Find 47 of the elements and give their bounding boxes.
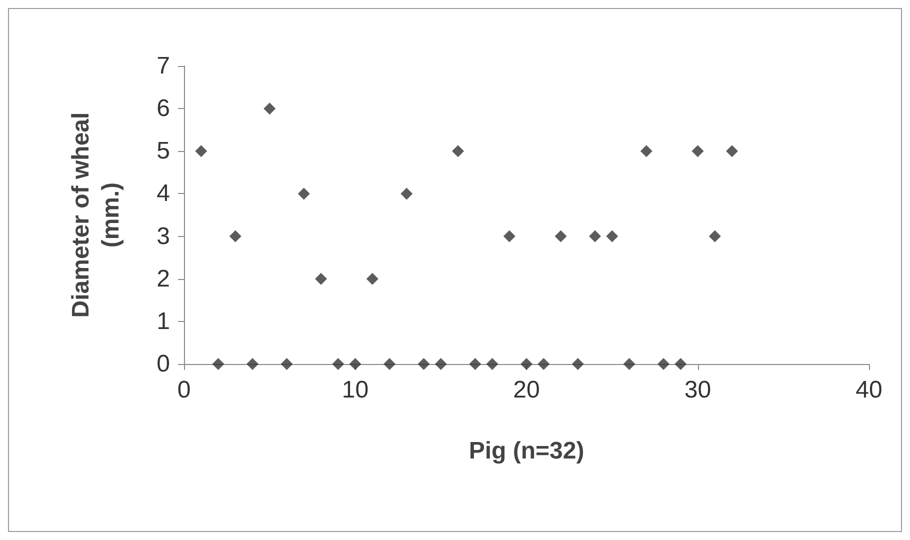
y-tick-label: 6 xyxy=(156,95,170,122)
point xyxy=(418,358,430,370)
point xyxy=(606,230,618,242)
point xyxy=(366,272,378,285)
point xyxy=(520,358,532,370)
point xyxy=(434,358,447,370)
y-tick-label: 7 xyxy=(156,52,170,80)
point xyxy=(195,145,208,158)
x-tick-label: 40 xyxy=(856,376,882,404)
y-tick-label: 1 xyxy=(156,308,170,335)
point xyxy=(538,358,550,370)
point xyxy=(554,230,567,242)
point xyxy=(708,230,721,242)
point xyxy=(280,358,293,370)
point xyxy=(264,102,276,115)
x-axis-title: Pig (n=32) xyxy=(468,438,584,464)
y-tick-label: 4 xyxy=(156,180,170,208)
point xyxy=(572,358,584,370)
point xyxy=(692,145,704,158)
point xyxy=(640,145,652,158)
point xyxy=(315,272,327,285)
point xyxy=(726,145,738,158)
point xyxy=(298,188,310,200)
point xyxy=(400,188,413,200)
point xyxy=(589,230,601,242)
point xyxy=(452,145,464,158)
point xyxy=(332,358,344,370)
point xyxy=(349,358,362,370)
point xyxy=(384,358,396,370)
x-tick-label: 10 xyxy=(342,376,369,404)
y-tick-label: 5 xyxy=(156,138,170,165)
point xyxy=(658,358,670,370)
point xyxy=(246,358,258,370)
point xyxy=(623,358,636,370)
y-tick-label: 2 xyxy=(156,265,170,292)
y-tick-label: 3 xyxy=(156,222,170,250)
point xyxy=(229,230,242,242)
point xyxy=(503,230,516,242)
y-axis-title: Diameter of wheal (mm.) xyxy=(68,112,124,318)
x-tick-label: 0 xyxy=(177,376,191,404)
point xyxy=(486,358,498,370)
x-tick-label: 20 xyxy=(513,376,540,404)
x-tick-label: 30 xyxy=(684,376,712,404)
point xyxy=(674,358,687,370)
point xyxy=(212,358,224,370)
y-tick-label: 0 xyxy=(156,350,170,378)
point xyxy=(469,358,482,370)
